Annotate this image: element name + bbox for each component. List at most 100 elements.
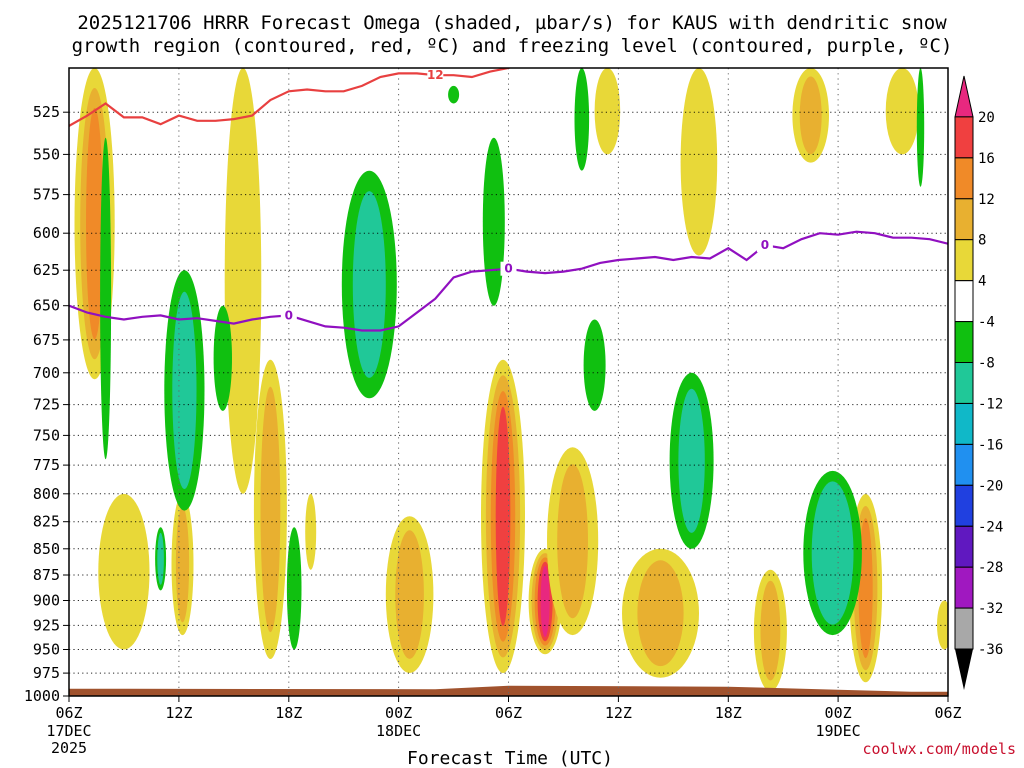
colorbar-bin-6 [954,321,974,364]
colorbar-label-7: -12 [978,397,1003,413]
omega-band-11-0 [594,68,621,155]
omega-band-22-0 [286,527,302,650]
credit-text: coolwx.com/models [862,740,1016,758]
omega-shading [74,68,948,692]
colorbar-bin-12 [954,566,974,609]
x-tick-label-24: 06Z [495,704,522,722]
snow-growth-12c-line [69,68,512,127]
omega-band-26-0 [574,68,590,171]
chart-title-line2: growth region (contoured, red, ºC) and f… [72,35,953,57]
y-tick-label-900: 900 [33,592,60,610]
x-tick-label-48: 06Z [934,704,961,722]
colorbar-label-1: 16 [978,151,995,167]
y-tick-label-775: 775 [33,456,60,474]
y-tick-label-800: 800 [33,485,60,503]
freezing-level-label-12: 0 [285,308,293,322]
colorbar-label-6: -8 [978,356,995,372]
colorbar-label-9: -20 [978,478,1003,494]
omega-band-13-1 [760,580,781,681]
omega-band-5-0 [305,493,317,570]
omega-band-2-1 [175,506,190,623]
y-tick-label-850: 850 [33,540,60,558]
contour-labels: 12 0 0 0 [280,68,773,323]
freezing-level-label-12-bg [280,308,297,323]
omega-band-25-0 [448,85,460,104]
y-tick-label-550: 550 [33,145,60,163]
y-tick-label-575: 575 [33,186,60,204]
colorbar-bin-0 [954,75,974,118]
colorbar-label-12: -32 [978,601,1003,617]
omega-band-7-3 [495,406,511,626]
omega-band-9-1 [557,464,588,619]
x-axis-label: Forecast Time (UTC) [407,748,613,768]
x-tick-label-30: 12Z [605,704,632,722]
y-tick-label-875: 875 [33,566,60,584]
omega-band-4-1 [260,386,281,633]
omega-band-30-0 [916,68,925,187]
colorbar-label-5: -4 [978,315,995,331]
omega-band-12-0 [680,68,718,256]
ground-fill [69,685,948,696]
colorbar-bin-1 [954,116,974,159]
x-tick-label-36: 18Z [715,704,742,722]
x-tick-date-42: 19DEC [816,722,861,740]
y-tick-label-925: 925 [33,616,60,634]
colorbar-label-4: 4 [978,274,986,290]
colorbar-bin-7 [954,362,974,404]
x-tick-date-0: 17DEC [46,722,91,740]
y-tick-label-725: 725 [33,396,60,414]
omega-band-21-1 [157,532,164,585]
omega-band-24-0 [482,137,505,306]
ground-surface [69,685,948,696]
colorbar-bin-3 [954,198,974,241]
freezing-level-label-38-bg [756,238,773,253]
colorbar-bin-10 [954,484,974,527]
omega-band-29-2 [820,492,846,614]
y-tick-label-950: 950 [33,641,60,659]
y-tick-label-525: 525 [33,103,60,121]
y-tick-label-675: 675 [33,331,60,349]
freezing-level-label-24-bg [500,261,517,276]
colorbar-bin-4 [954,239,974,282]
colorbar-bin-11 [954,525,974,568]
omega-band-6-1 [395,530,424,659]
freezing-level-label-38: 0 [761,238,769,252]
omega-band-3-0 [224,68,262,494]
y-tick-label-825: 825 [33,513,60,531]
colorbar-bin-2 [954,157,974,200]
colorbar-label-2: 12 [978,192,995,208]
x-tick-label-12: 18Z [275,704,302,722]
y-tick-label-600: 600 [33,224,60,242]
y-axis-ticks: 525 550 575 600 625 650 675 700 725 750 775 800 825 8… [24,103,69,705]
colorbar-label-11: -28 [978,560,1003,576]
y-tick-label-700: 700 [33,364,60,382]
freezing-level-line [69,230,948,332]
colorbar: 20 16 12 8 4 -4 -8 -12 -16 -20 -24 -28 -32 -36 [954,75,1003,690]
omega-band-28-1 [678,388,705,533]
omega-band-14-1 [799,76,822,155]
omega-band-1-0 [98,493,150,650]
colorbar-bottom-arrow [955,649,973,690]
y-tick-label-625: 625 [33,261,60,279]
snow-growth-label-12-bg [427,68,444,83]
omega-band-23-1 [352,191,386,378]
omega-band-20-0 [213,305,232,411]
colorbar-bin-13 [954,607,974,650]
freezing-level-label-24: 0 [504,262,512,276]
y-tick-label-1000: 1000 [24,687,60,705]
x-tick-label-0: 06Z [55,704,82,722]
omega-band-27-0 [583,319,606,411]
omega-band-15-2 [858,518,873,659]
omega-band-19-1 [172,291,197,489]
colorbar-bin-8 [954,403,974,445]
colorbar-label-0: 20 [978,110,995,126]
x-tick-year-0: 2025 [51,739,87,757]
y-tick-label-975: 975 [33,664,60,682]
snow-growth-label-12: 12 [427,68,444,82]
x-tick-label-42: 00Z [825,704,852,722]
omega-band-8-4 [540,566,550,637]
x-tick-date-18: 18DEC [376,722,421,740]
omega-band-17-0 [937,600,948,650]
